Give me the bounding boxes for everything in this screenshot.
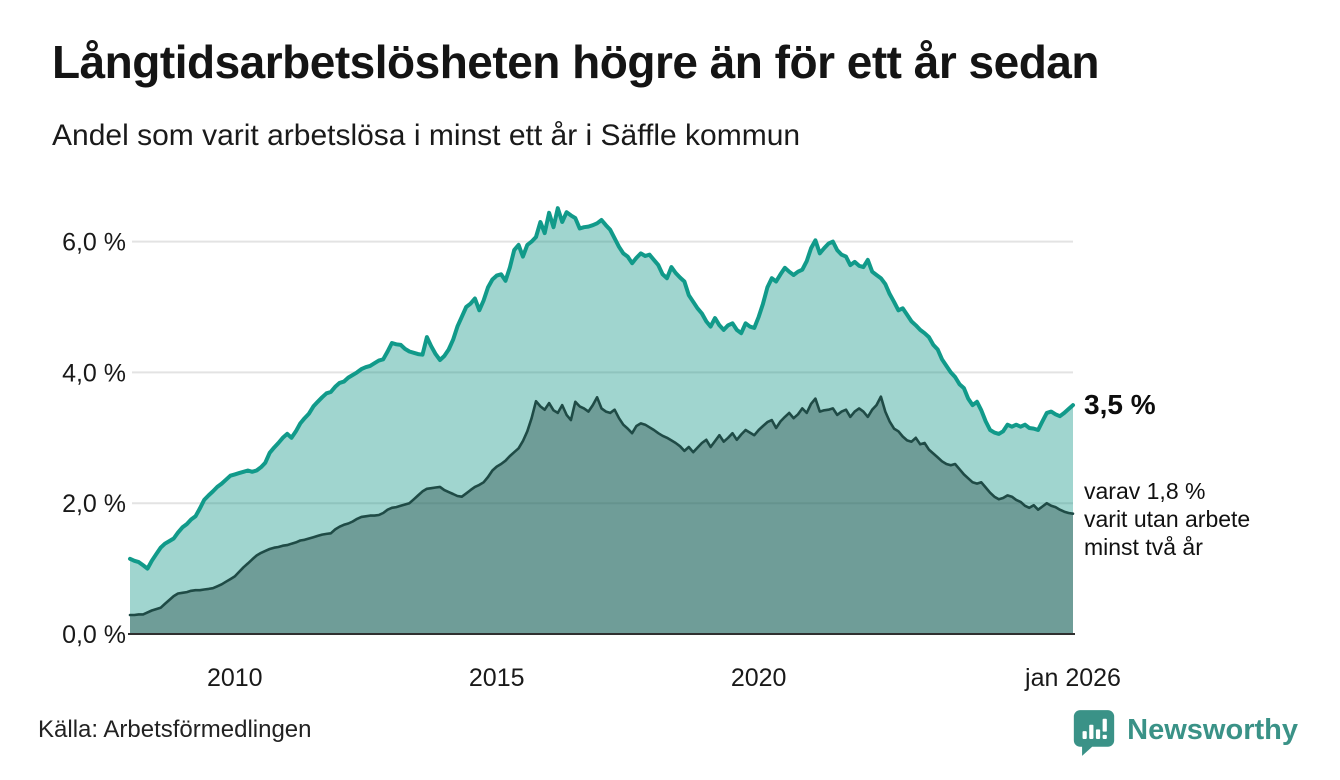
x-axis-tick-label: jan 2026 (1024, 664, 1121, 692)
newsworthy-brand: Newsworthy (1072, 708, 1298, 758)
trend-line-series-2 (128, 395, 1075, 617)
page-subtitle: Andel som varit arbetslösa i minst ett å… (52, 119, 801, 152)
y-axis-tick-label: 6,0 % (62, 229, 126, 257)
x-axis-tick-label: 2020 (731, 664, 787, 692)
area-fill-series-1 (130, 208, 1073, 634)
y-axis-tick-label: 4,0 % (62, 359, 126, 387)
y-axis-tick-label: 0,0 % (62, 621, 126, 649)
area-fill-series-2 (130, 396, 1073, 634)
page-title: Långtidsarbetslösheten högre än för ett … (52, 36, 1099, 88)
source-label: Källa: Arbetsförmedlingen (38, 716, 312, 743)
trend-line-series-1 (128, 206, 1075, 571)
y-axis-tick-label: 2,0 % (62, 490, 126, 518)
latest-total-value-label: 3,5 % (1084, 389, 1156, 420)
x-axis-tick-label: 2015 (469, 664, 525, 692)
x-axis-tick-label: 2010 (207, 664, 263, 692)
latest-two-year-annotation: varav 1,8 % varit utan arbete minst två … (1084, 478, 1251, 560)
brand-name: Newsworthy (1127, 714, 1298, 746)
newsworthy-logo-icon (1074, 710, 1115, 756)
